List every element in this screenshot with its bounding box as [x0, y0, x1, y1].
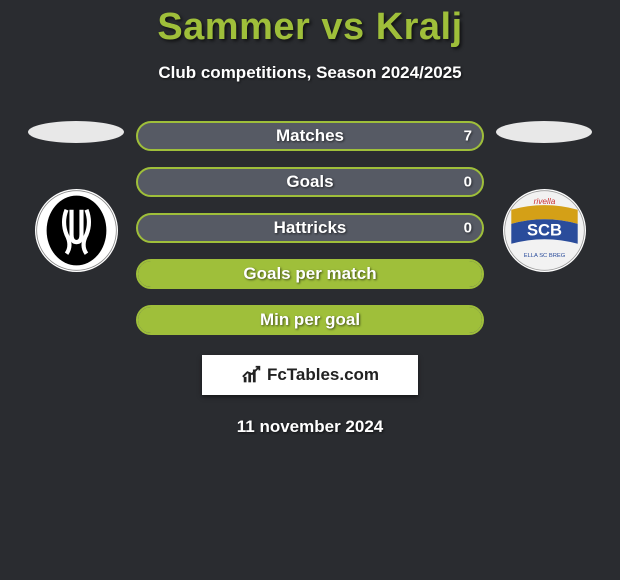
svg-text:ELLA SC BREG: ELLA SC BREG: [523, 253, 565, 259]
stat-value-right: 0: [464, 174, 472, 191]
brand-label: FcTables.com: [267, 365, 379, 385]
stat-value-right: 7: [464, 128, 472, 145]
player-left: [16, 121, 136, 272]
comparison-panel: Matches 7 Goals 0 Hattricks 0 Goals per …: [0, 121, 620, 335]
stat-label: Goals per match: [243, 264, 376, 284]
stat-bar: Min per goal: [136, 305, 484, 335]
avatar-placeholder-left: [28, 121, 124, 143]
club-badge-right-icon: rivella SCB ELLA SC BREG: [503, 189, 586, 272]
club-badge-left-icon: [35, 189, 118, 272]
chart-icon: [241, 364, 263, 386]
svg-text:SCB: SCB: [526, 220, 561, 239]
root: Sammer vs Kralj Club competitions, Seaso…: [0, 0, 620, 580]
stat-label: Min per goal: [260, 310, 360, 330]
stat-label: Hattricks: [274, 218, 347, 238]
player-right: rivella SCB ELLA SC BREG: [484, 121, 604, 272]
stat-value-right: 0: [464, 220, 472, 237]
stat-bar: Matches 7: [136, 121, 484, 151]
subtitle: Club competitions, Season 2024/2025: [0, 63, 620, 83]
avatar-placeholder-right: [496, 121, 592, 143]
svg-text:rivella: rivella: [533, 196, 555, 206]
stat-label: Goals: [286, 172, 333, 192]
page-title: Sammer vs Kralj: [0, 0, 620, 49]
brand-badge[interactable]: FcTables.com: [202, 355, 418, 395]
date-label: 11 november 2024: [0, 417, 620, 437]
club-badge-left: [35, 189, 118, 272]
club-badge-right: rivella SCB ELLA SC BREG: [503, 189, 586, 272]
stat-label: Matches: [276, 126, 344, 146]
stat-bar: Hattricks 0: [136, 213, 484, 243]
stat-bars: Matches 7 Goals 0 Hattricks 0 Goals per …: [136, 121, 484, 335]
stat-bar: Goals per match: [136, 259, 484, 289]
stat-bar: Goals 0: [136, 167, 484, 197]
